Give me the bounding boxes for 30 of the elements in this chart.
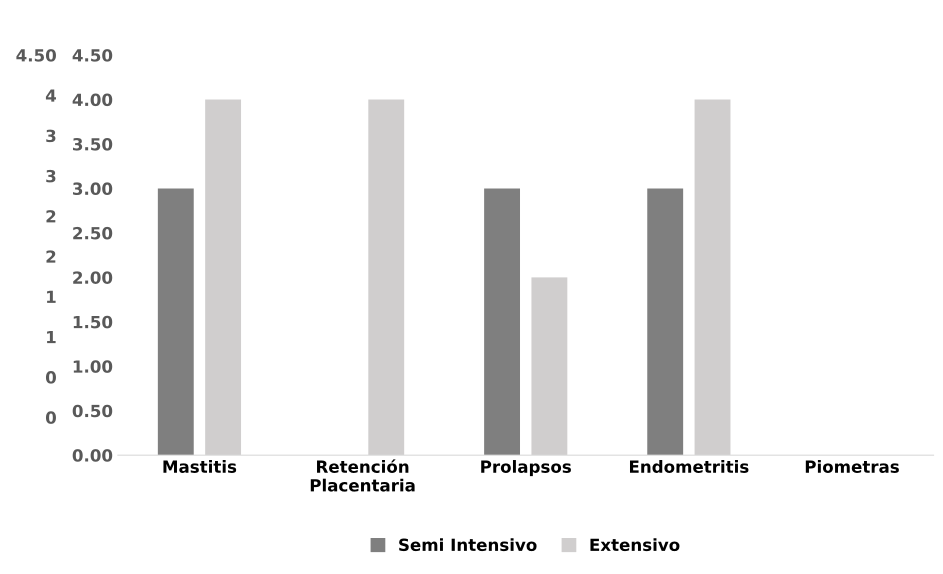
y2-tick-label: 3 [46,130,56,142]
y-tick-label: 4.00 [72,94,112,106]
bar [484,188,520,456]
legend-label: Semi Intensivo [399,538,537,552]
y2-tick-label: 2 [46,250,56,263]
x-tick-label: Piometras [806,460,899,473]
y-tick-label: 3.00 [73,182,112,196]
y-tick-label: 2.00 [73,271,112,284]
y2-tick-label: 0 [46,411,56,424]
x-tick-label: Prolapsos [481,460,571,476]
y2-tick-label: 4.50 [16,49,56,62]
y-tick-label: 0.50 [72,404,112,418]
bar [647,188,684,456]
y-tick-label: 0.00 [72,449,112,462]
y2-tick-label: 4 [46,90,56,102]
y2-tick-label: 1 [47,331,56,344]
x-tick-label: Mastitis [163,460,236,473]
y-tick-label: 4.50 [72,49,112,62]
bar [158,188,194,456]
y2-tick-label: 3 [46,170,56,182]
y-tick-label: 1.00 [74,360,112,373]
x-tick-label: Endometritis [630,460,748,473]
y-tick-label: 2.50 [73,226,112,240]
legend-label: Extensivo [590,538,680,552]
y2-tick-label: 1 [47,290,56,303]
y2-tick-label: 0 [46,371,56,384]
x-tick-label: Retención Placentaria [310,459,415,492]
y2-tick-label: 2 [46,210,56,222]
y-tick-label: 3.50 [73,138,112,151]
y-tick-label: 1.50 [74,316,112,328]
